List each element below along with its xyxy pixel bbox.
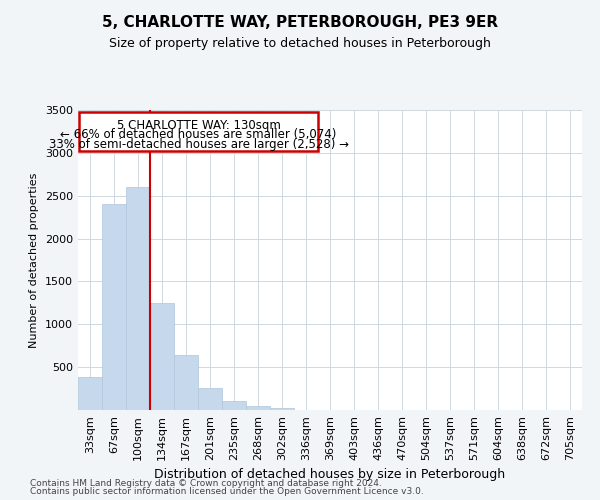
Bar xyxy=(246,406,270,410)
Bar xyxy=(174,355,198,410)
Bar xyxy=(78,376,102,410)
X-axis label: Distribution of detached houses by size in Peterborough: Distribution of detached houses by size … xyxy=(154,468,506,481)
Bar xyxy=(150,303,174,410)
Text: Contains public sector information licensed under the Open Government Licence v3: Contains public sector information licen… xyxy=(30,487,424,496)
Text: ← 66% of detached houses are smaller (5,074): ← 66% of detached houses are smaller (5,… xyxy=(61,128,337,141)
Bar xyxy=(102,204,126,410)
FancyBboxPatch shape xyxy=(79,112,318,151)
Text: Contains HM Land Registry data © Crown copyright and database right 2024.: Contains HM Land Registry data © Crown c… xyxy=(30,478,382,488)
Bar xyxy=(270,408,294,410)
Text: 5 CHARLOTTE WAY: 130sqm: 5 CHARLOTTE WAY: 130sqm xyxy=(116,118,281,132)
Bar xyxy=(126,187,150,410)
Bar xyxy=(222,402,246,410)
Text: 33% of semi-detached houses are larger (2,528) →: 33% of semi-detached houses are larger (… xyxy=(49,138,349,151)
Y-axis label: Number of detached properties: Number of detached properties xyxy=(29,172,40,348)
Text: 5, CHARLOTTE WAY, PETERBOROUGH, PE3 9ER: 5, CHARLOTTE WAY, PETERBOROUGH, PE3 9ER xyxy=(102,15,498,30)
Text: Size of property relative to detached houses in Peterborough: Size of property relative to detached ho… xyxy=(109,38,491,51)
Bar xyxy=(198,388,222,410)
